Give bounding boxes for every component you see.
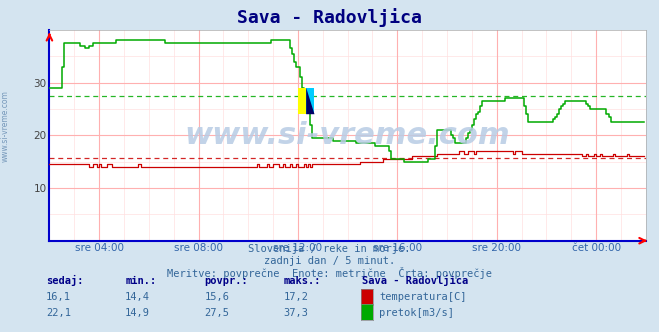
Text: 15,6: 15,6 xyxy=(204,292,229,302)
Text: min.:: min.: xyxy=(125,276,156,286)
Text: www.si-vreme.com: www.si-vreme.com xyxy=(185,121,511,150)
Text: Slovenija / reke in morje.: Slovenija / reke in morje. xyxy=(248,244,411,254)
Text: Sava - Radovljica: Sava - Radovljica xyxy=(362,275,469,286)
Text: temperatura[C]: temperatura[C] xyxy=(379,292,467,302)
Text: 14,4: 14,4 xyxy=(125,292,150,302)
Bar xyxy=(298,88,306,114)
Text: 16,1: 16,1 xyxy=(46,292,71,302)
Text: 22,1: 22,1 xyxy=(46,308,71,318)
Text: 14,9: 14,9 xyxy=(125,308,150,318)
Text: 37,3: 37,3 xyxy=(283,308,308,318)
Polygon shape xyxy=(306,88,314,114)
Text: sedaj:: sedaj: xyxy=(46,275,84,286)
Text: zadnji dan / 5 minut.: zadnji dan / 5 minut. xyxy=(264,256,395,266)
Text: Sava - Radovljica: Sava - Radovljica xyxy=(237,8,422,27)
Text: povpr.:: povpr.: xyxy=(204,276,248,286)
Text: maks.:: maks.: xyxy=(283,276,321,286)
Text: www.si-vreme.com: www.si-vreme.com xyxy=(1,90,10,162)
Text: 27,5: 27,5 xyxy=(204,308,229,318)
Text: 17,2: 17,2 xyxy=(283,292,308,302)
Text: Meritve: povprečne  Enote: metrične  Črta: povprečje: Meritve: povprečne Enote: metrične Črta:… xyxy=(167,267,492,279)
Text: pretok[m3/s]: pretok[m3/s] xyxy=(379,308,454,318)
Bar xyxy=(306,88,314,114)
